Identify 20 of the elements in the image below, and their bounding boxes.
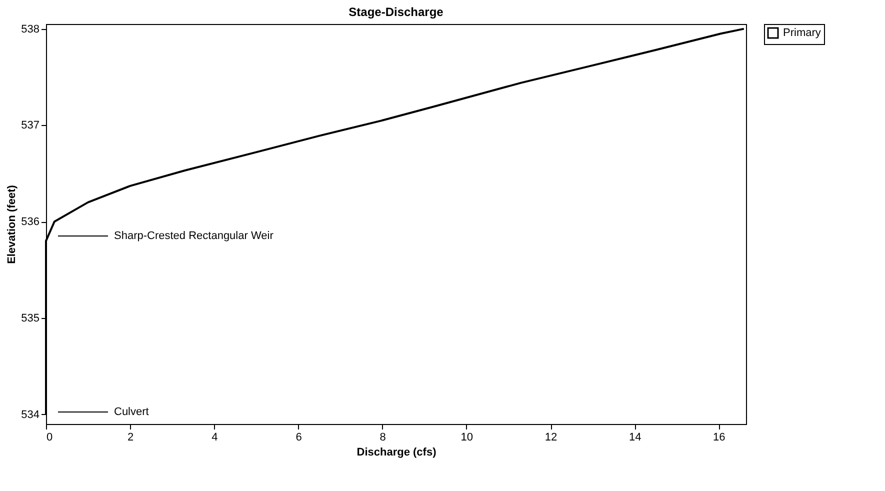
x-tick-label: 8 <box>380 432 386 444</box>
y-tick-label: 534 <box>21 408 40 421</box>
x-tick-label: 14 <box>628 432 642 444</box>
y-tick-label: 536 <box>21 216 40 228</box>
y-axis-title: Elevation (feet) <box>6 184 18 264</box>
x-tick-label: 16 <box>713 432 726 444</box>
chart-title: Stage-Discharge <box>348 4 444 19</box>
y-tick-label: 537 <box>21 120 40 132</box>
x-tick-label: 10 <box>460 432 474 444</box>
x-tick-label: 2 <box>128 432 134 444</box>
x-tick-label: 6 <box>296 432 302 444</box>
legend-label: Primary <box>783 27 822 39</box>
y-tick-label: 538 <box>21 23 40 36</box>
y-tick-label: 535 <box>21 312 40 324</box>
x-tick-label: 12 <box>544 432 558 444</box>
x-tick-label: 4 <box>212 432 218 444</box>
annotation: Culvert <box>114 406 149 418</box>
x-axis-title: Discharge (cfs) <box>356 446 437 458</box>
x-tick-label: 0 <box>46 432 53 444</box>
annotation: Sharp-Crested Rectangular Weir <box>114 230 274 242</box>
